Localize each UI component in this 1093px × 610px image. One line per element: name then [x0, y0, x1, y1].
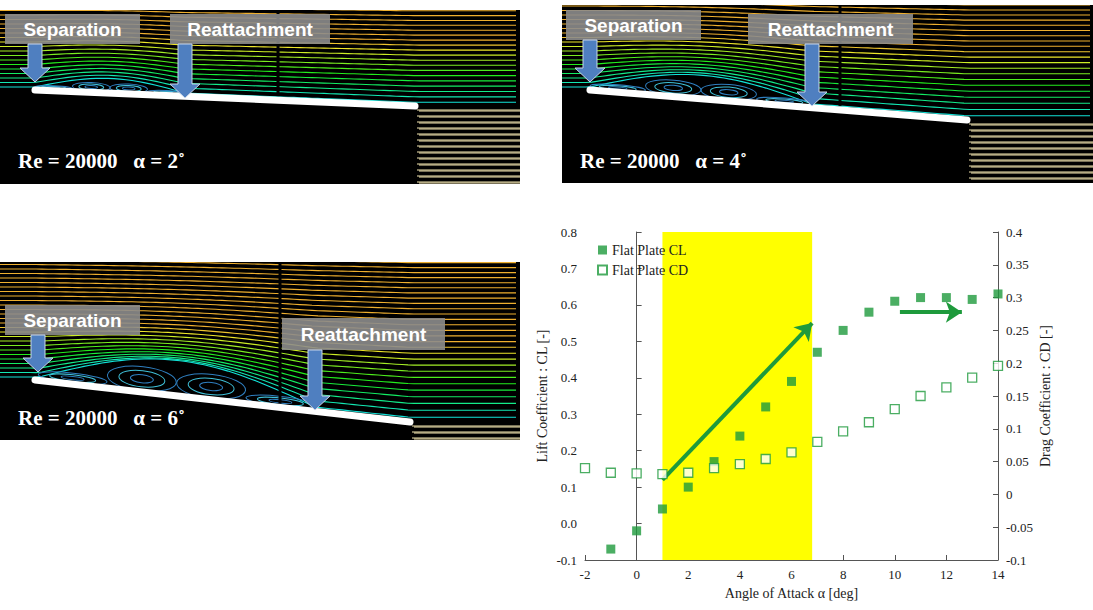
svg-text:12: 12	[940, 567, 953, 582]
svg-text:Separation: Separation	[584, 15, 682, 36]
svg-text:Angle of Attack α [deg]: Angle of Attack α [deg]	[725, 586, 858, 601]
svg-text:Separation: Separation	[23, 310, 121, 331]
svg-text:Separation: Separation	[23, 19, 121, 40]
svg-text:6: 6	[788, 567, 795, 582]
svg-text:0.0: 0.0	[561, 516, 577, 531]
svg-text:Reattachment: Reattachment	[301, 324, 427, 345]
svg-text:-0.05: -0.05	[1006, 520, 1033, 535]
svg-text:0.05: 0.05	[1006, 454, 1029, 469]
svg-text:0.2: 0.2	[561, 443, 577, 458]
svg-text:0.1: 0.1	[561, 480, 577, 495]
svg-text:0: 0	[1006, 487, 1013, 502]
svg-text:14: 14	[992, 567, 1006, 582]
svg-text:0.15: 0.15	[1006, 389, 1029, 404]
svg-text:Reattachment: Reattachment	[768, 19, 894, 40]
svg-text:Reattachment: Reattachment	[187, 19, 313, 40]
svg-text:Re = 20000 α = 6˚: Re = 20000 α = 6˚	[18, 406, 185, 430]
svg-text:0.5: 0.5	[561, 334, 577, 349]
svg-text:0.35: 0.35	[1006, 257, 1029, 272]
svg-text:-0.1: -0.1	[1006, 553, 1027, 568]
svg-text:0.4: 0.4	[561, 370, 578, 385]
svg-text:0: 0	[633, 567, 640, 582]
svg-text:4: 4	[737, 567, 744, 582]
svg-text:0.1: 0.1	[1006, 421, 1022, 436]
svg-text:0.2: 0.2	[1006, 356, 1022, 371]
svg-text:0.25: 0.25	[1006, 323, 1029, 338]
svg-text:Flat Plate CL: Flat Plate CL	[612, 243, 687, 258]
svg-text:0.8: 0.8	[561, 225, 577, 240]
svg-text:Lift Coefficient : CL [-]: Lift Coefficient : CL [-]	[535, 330, 550, 463]
svg-text:-2: -2	[580, 567, 591, 582]
svg-text:Flat Plate CD: Flat Plate CD	[612, 263, 688, 278]
svg-text:0.7: 0.7	[561, 261, 578, 276]
svg-text:-0.1: -0.1	[556, 553, 577, 568]
svg-text:Drag Coefficient : CD [-]: Drag Coefficient : CD [-]	[1038, 325, 1053, 467]
svg-text:Re = 20000 α = 4˚: Re = 20000 α = 4˚	[580, 149, 747, 173]
svg-text:10: 10	[888, 567, 901, 582]
svg-text:0.3: 0.3	[561, 407, 577, 422]
svg-text:0.3: 0.3	[1006, 290, 1022, 305]
svg-text:2: 2	[685, 567, 692, 582]
svg-text:0.4: 0.4	[1006, 225, 1023, 240]
svg-text:Re = 20000 α = 2˚: Re = 20000 α = 2˚	[18, 149, 185, 173]
svg-text:8: 8	[840, 567, 847, 582]
svg-text:0.6: 0.6	[561, 297, 578, 312]
